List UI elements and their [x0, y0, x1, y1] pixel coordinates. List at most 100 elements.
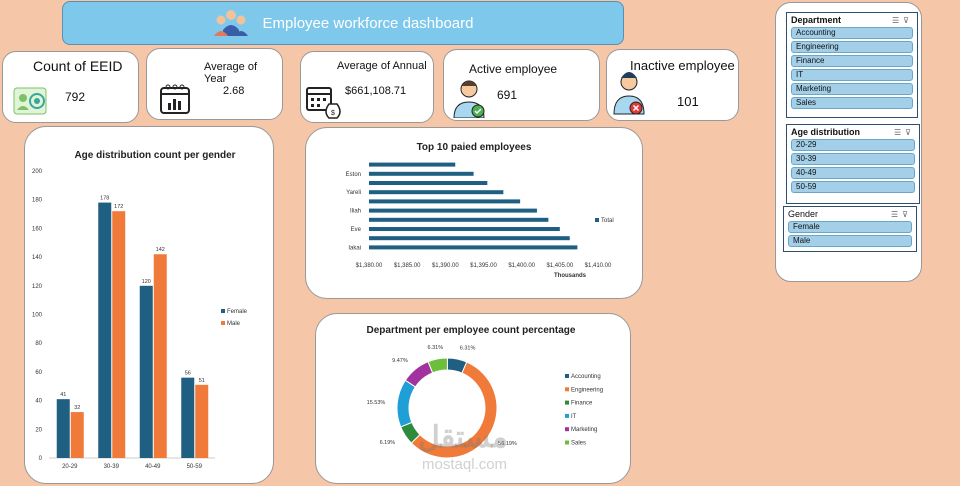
department-donut-chart: Department per employee count percentage… [367, 325, 603, 459]
top-paid-legend-label: Total [601, 218, 614, 224]
inactive-employee-icon [613, 72, 645, 115]
kpi-count-value: 792 [65, 90, 86, 104]
donut-legend-label: Sales [571, 441, 586, 447]
kpi-card-year: Average of Year 2.68 [146, 48, 283, 120]
kpi-inactive-label: Inactive employee [630, 58, 735, 73]
age-chart-card: Age distribution count per gender 0 20 40 6… [24, 126, 274, 484]
legend-label-female: Female [227, 309, 248, 315]
top-paid-category: Eve [351, 227, 362, 233]
donut-slice-it [396, 379, 417, 428]
top-paid-x-tick: $1,380.00 [356, 263, 383, 269]
slicer-item-20-29[interactable]: 20-29 [791, 139, 915, 151]
department-slicer-title: Department [791, 15, 842, 25]
donut-slice-marketing [404, 361, 434, 388]
page-title: Employee workforce dashboard [262, 14, 474, 32]
department-donut-card: Department per employee count percentage… [315, 313, 631, 484]
legend-label-male: Male [227, 321, 241, 327]
donut-legend-swatch [565, 374, 569, 378]
kpi-annual-value: $661,108.71 [345, 85, 407, 97]
multi-select-icon[interactable]: ☰ [891, 15, 904, 25]
top-paid-category: Iliah [350, 209, 361, 215]
slicer-item-marketing[interactable]: Marketing [791, 83, 913, 95]
slicer-item-sales[interactable]: Sales [791, 97, 913, 109]
slicer-item-30-39[interactable]: 30-39 [791, 153, 915, 165]
age-bar-female [56, 399, 70, 458]
donut-legend-swatch [565, 400, 569, 405]
slicer-item-accounting[interactable]: Accounting [791, 27, 913, 39]
age-bar-female [181, 377, 195, 458]
donut-value-label: 15.53% [367, 400, 386, 406]
watermark-latin: mostaql.com [422, 456, 508, 473]
multi-select-icon[interactable]: ☰ [890, 209, 903, 219]
donut-legend-swatch [565, 387, 569, 392]
id-badge-icon [13, 87, 47, 115]
age-y-tick: 140 [32, 255, 43, 261]
age-y-tick: 60 [35, 370, 42, 376]
donut-legend-label: Finance [571, 401, 593, 407]
legend-swatch-male [221, 321, 225, 325]
donut-legend-label: Engineering [571, 387, 603, 393]
donut-legend-swatch [565, 440, 569, 445]
top-chart-title: Top 10 paied employees [417, 142, 532, 153]
top-paid-x-tick: $1,395.00 [470, 263, 497, 269]
age-bar-female [139, 285, 153, 458]
multi-select-icon[interactable]: ☰ [893, 127, 906, 137]
age-bar-male [153, 254, 167, 458]
age-x-tick: 50-59 [187, 464, 203, 470]
age-y-tick: 180 [32, 198, 43, 204]
top-paid-legend-swatch [595, 218, 599, 222]
kpi-card-inactive: Inactive employee 101 [606, 49, 739, 121]
age-y-tick: 100 [32, 313, 43, 319]
age-distribution-chart: Age distribution count per gender 0 20 40 6… [32, 150, 248, 470]
kpi-active-value: 691 [497, 88, 518, 102]
slicer-item-50-59[interactable]: 50-59 [791, 181, 915, 193]
kpi-active-label: Active employee [469, 62, 558, 76]
donut-legend-label: IT [571, 414, 577, 420]
age-y-tick: 200 [32, 169, 43, 175]
slicer-item-finance[interactable]: Finance [791, 55, 913, 67]
age-x-tick: 40-49 [145, 464, 161, 470]
department-slicer: Department ☰⊽ Accounting Engineering Fin… [786, 12, 918, 118]
top-paid-x-tick: $1,390.00 [432, 263, 459, 269]
donut-value-label: 6.31% [428, 345, 444, 351]
top-paid-bar [369, 162, 456, 167]
top-paid-bar [369, 171, 474, 176]
slicer-item-female[interactable]: Female [788, 221, 912, 233]
clear-filter-icon[interactable]: ⊽ [903, 15, 913, 25]
clear-filter-icon[interactable]: ⊽ [905, 127, 915, 137]
age-y-tick: 0 [39, 456, 43, 462]
top-paid-x-tick: $1,405.00 [546, 263, 573, 269]
kpi-card-active: Active employee 691 [443, 49, 600, 121]
age-bar-male [195, 384, 209, 458]
kpi-count-label: Count of EEID [33, 58, 123, 74]
top-paid-bar [369, 227, 560, 231]
donut-value-label: 56.19% [498, 441, 517, 447]
slicer-item-male[interactable]: Male [788, 235, 912, 247]
top-paid-bar [369, 181, 488, 185]
donut-legend-swatch [565, 413, 569, 418]
calendar-money-icon: $ [306, 87, 341, 119]
top-paid-x-tick: $1,410.00 [585, 263, 612, 269]
kpi-card-annual: Average of Annual $ $661,108.71 [300, 51, 434, 123]
slicer-item-it[interactable]: IT [791, 69, 913, 81]
dashboard-title-bar: Employee workforce dashboard [62, 1, 624, 45]
age-bar-label: 120 [142, 279, 151, 285]
legend-swatch-female [221, 309, 225, 313]
donut-legend-swatch [565, 427, 569, 432]
calendar-chart-icon [160, 84, 190, 114]
top-paid-category: Yareli [346, 190, 361, 196]
gender-slicer-title: Gender [788, 209, 819, 219]
age-y-tick: 40 [35, 399, 42, 405]
age-y-tick: 120 [32, 284, 43, 290]
age-bar-label: 51 [199, 378, 205, 384]
top-paid-bar [369, 208, 537, 213]
clear-filter-icon[interactable]: ⊽ [902, 209, 912, 219]
donut-legend-label: Marketing [571, 427, 597, 433]
kpi-annual-label: Average of Annual [337, 60, 427, 72]
age-x-tick: 30-39 [104, 464, 120, 470]
top-paid-category: Eston [346, 172, 361, 178]
donut-value-label: 9.47% [392, 358, 408, 364]
age-y-tick: 160 [32, 226, 43, 232]
slicer-item-40-49[interactable]: 40-49 [791, 167, 915, 179]
slicer-item-engineering[interactable]: Engineering [791, 41, 913, 53]
